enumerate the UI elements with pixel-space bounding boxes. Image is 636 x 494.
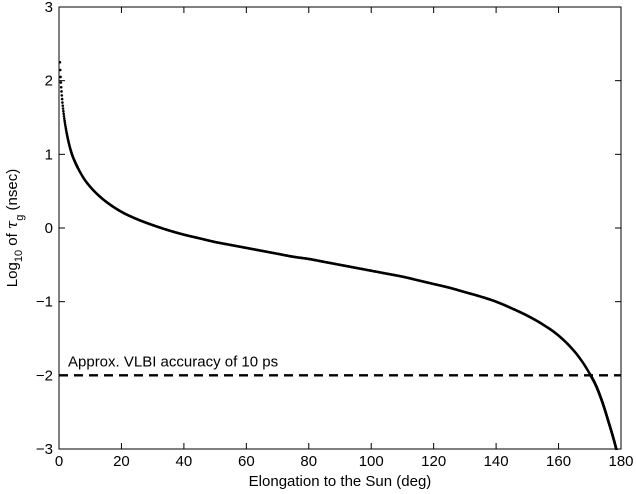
y-axis-label-prefix: Log: [4, 262, 21, 287]
data-point: [61, 107, 65, 110]
series-group: [59, 60, 619, 450]
data-point: [60, 90, 63, 93]
x-tick-label-60: 60: [238, 453, 255, 470]
x-tick-label-40: 40: [176, 453, 193, 470]
y-axis-label-symbol-sub: g: [14, 215, 26, 221]
y-axis-label-prefix-sub: 10: [13, 250, 25, 262]
data-point: [60, 97, 64, 101]
data-point: [62, 109, 65, 113]
data-point: [61, 104, 65, 107]
data-point: [59, 81, 63, 84]
y-tick-label-0: 0: [45, 220, 53, 237]
data-point: [59, 60, 62, 64]
y-axis-label-middle: of: [4, 229, 21, 250]
y-tick-label--3: −3: [36, 441, 53, 458]
y-axis-label: Log10 of τg (nsec): [3, 169, 26, 287]
x-tick-label-160: 160: [546, 453, 571, 470]
data-point: [59, 85, 63, 89]
data-point: [61, 101, 64, 104]
x-tick-label-80: 80: [300, 453, 317, 470]
data-point: [59, 68, 62, 72]
series-0: [59, 60, 619, 450]
data-point: [63, 121, 67, 125]
x-tick-label-100: 100: [359, 453, 384, 470]
plot-frame: [58, 6, 622, 450]
y-axis-label-symbol: τ: [3, 220, 21, 229]
y-tick-label--1: −1: [36, 294, 53, 311]
data-point: [63, 119, 66, 123]
x-tick-label-20: 20: [113, 453, 130, 470]
data-point: [59, 75, 62, 79]
data-point: [60, 94, 64, 97]
x-tick-label-0: 0: [55, 453, 63, 470]
data-point: [616, 449, 618, 450]
x-tick-label-120: 120: [421, 453, 446, 470]
data-point: [62, 112, 65, 116]
y-tick-label--2: −2: [36, 367, 53, 384]
y-axis-label-suffix: (nsec): [4, 169, 21, 215]
x-axis-label: Elongation to the Sun (deg): [249, 473, 432, 490]
y-tick-label-1: 1: [45, 146, 53, 163]
x-tick-label-180: 180: [608, 453, 633, 470]
data-point: [616, 449, 619, 450]
tick-label-group: 0 20 40 60 80 100 120 140 160 180 3 2 1 0 −1 −2 −3: [36, 0, 634, 470]
data-point: [63, 117, 66, 120]
x-tick-label-140: 140: [484, 453, 509, 470]
tick-group: [58, 6, 622, 450]
y-tick-label-2: 2: [45, 73, 53, 90]
y-tick-label-3: 3: [45, 0, 53, 16]
data-point: [62, 115, 66, 118]
annotation-vlbi-accuracy: Approx. VLBI accuracy of 10 ps: [68, 353, 278, 370]
